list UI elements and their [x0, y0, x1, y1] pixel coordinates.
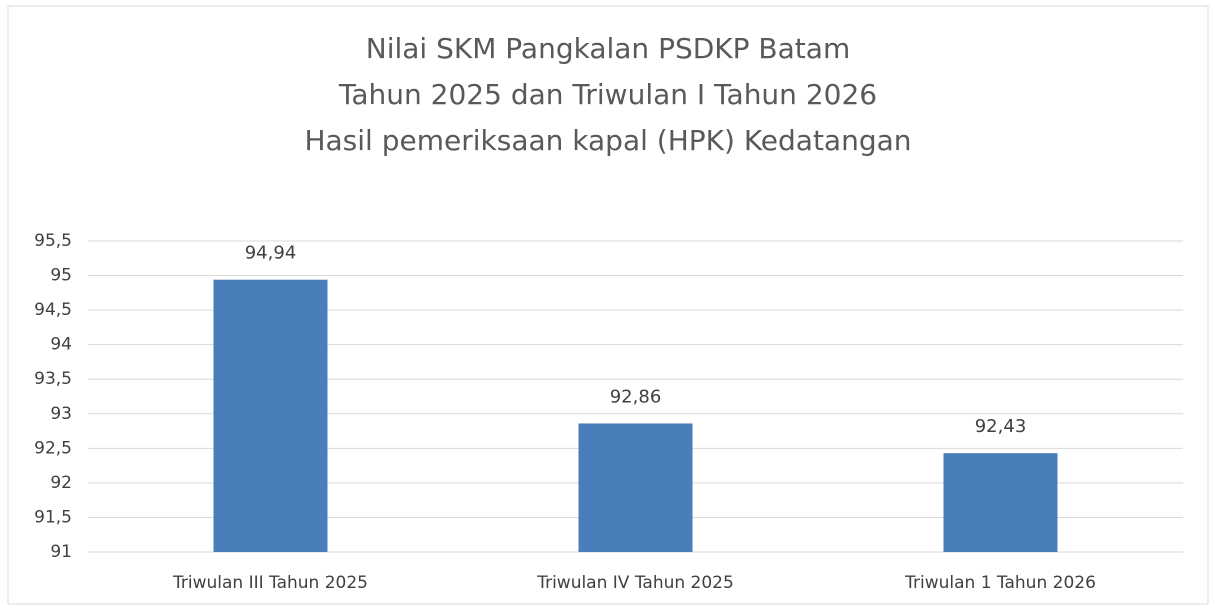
- x-tick-label: Triwulan III Tahun 2025: [172, 573, 368, 593]
- y-tick-label: 95,5: [34, 231, 72, 251]
- y-tick-label: 95: [50, 266, 72, 286]
- y-tick-label: 92: [50, 473, 72, 493]
- chart-title: Tahun 2025 dan Triwulan I Tahun 2026: [338, 78, 877, 111]
- y-tick-label: 93,5: [34, 369, 72, 389]
- chart-title: Hasil pemeriksaan kapal (HPK) Kedatangan: [304, 124, 911, 157]
- y-tick-label: 91: [50, 542, 72, 562]
- bar: [943, 453, 1058, 552]
- x-tick-label: Triwulan 1 Tahun 2026: [904, 573, 1096, 593]
- bar: [578, 423, 693, 552]
- x-tick-label: Triwulan IV Tahun 2025: [536, 573, 734, 593]
- chart-title: Nilai SKM Pangkalan PSDKP Batam: [366, 32, 850, 65]
- y-tick-label: 94: [50, 335, 72, 355]
- data-label: 92,43: [975, 416, 1027, 437]
- y-tick-label: 91,5: [34, 507, 72, 527]
- y-tick-label: 93: [50, 404, 72, 424]
- data-label: 92,86: [610, 386, 662, 407]
- data-label: 94,94: [245, 243, 297, 264]
- bar: [213, 279, 328, 552]
- y-tick-label: 94,5: [34, 300, 72, 320]
- y-tick-label: 92,5: [34, 438, 72, 458]
